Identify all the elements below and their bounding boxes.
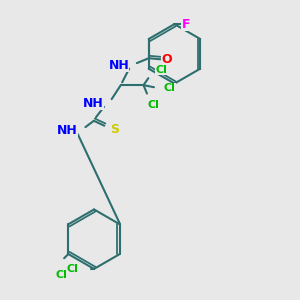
Text: NH: NH [83,97,104,110]
Text: NH: NH [108,59,129,72]
Text: Cl: Cl [155,65,167,75]
Text: Cl: Cl [164,83,176,93]
Text: Cl: Cl [56,270,67,280]
Text: Cl: Cl [66,264,78,274]
Text: S: S [110,123,119,136]
Text: Cl: Cl [148,100,160,110]
Text: NH: NH [57,124,78,137]
Text: O: O [161,53,172,67]
Text: F: F [182,18,190,31]
